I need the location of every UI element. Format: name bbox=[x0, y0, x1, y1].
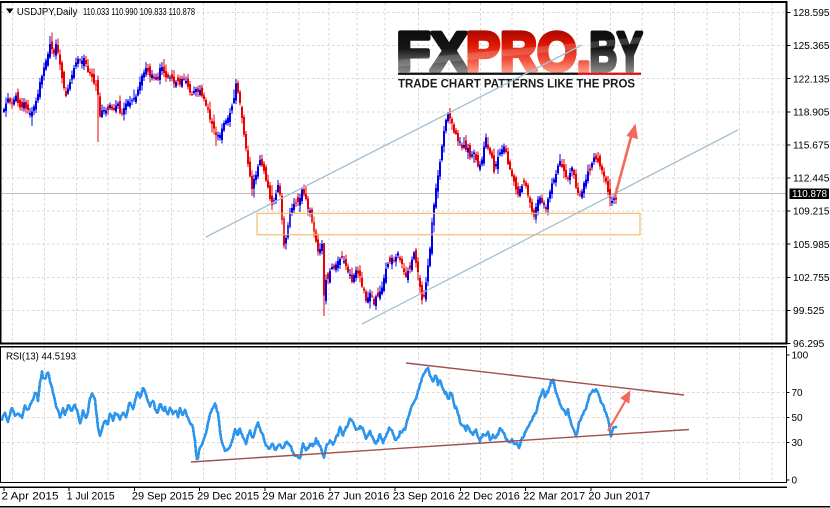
svg-text:122.135: 122.135 bbox=[793, 74, 830, 85]
svg-text:50: 50 bbox=[792, 413, 804, 424]
svg-text:RSI(13) 44.5193: RSI(13) 44.5193 bbox=[6, 351, 76, 362]
svg-text:125.365: 125.365 bbox=[793, 41, 830, 52]
svg-text:2 Apr 2015: 2 Apr 2015 bbox=[2, 491, 59, 503]
svg-text:128.595: 128.595 bbox=[793, 8, 830, 19]
svg-text:27 Jun 2016: 27 Jun 2016 bbox=[328, 491, 390, 503]
svg-text:1 Jul 2015: 1 Jul 2015 bbox=[67, 491, 115, 503]
svg-text:118.905: 118.905 bbox=[793, 107, 830, 118]
svg-text:102.755: 102.755 bbox=[793, 273, 830, 284]
svg-text:29 Mar 2016: 29 Mar 2016 bbox=[262, 491, 324, 503]
svg-text:23 Sep 2016: 23 Sep 2016 bbox=[393, 491, 455, 503]
svg-text:109.215: 109.215 bbox=[793, 207, 830, 218]
svg-text:29 Dec 2015: 29 Dec 2015 bbox=[197, 491, 259, 503]
svg-text:22 Mar 2017: 22 Mar 2017 bbox=[523, 491, 585, 503]
svg-text:USDJPY,Daily: USDJPY,Daily bbox=[17, 7, 78, 18]
svg-text:22 Dec 2016: 22 Dec 2016 bbox=[458, 491, 520, 503]
svg-text:110.878: 110.878 bbox=[792, 189, 827, 200]
svg-text:112.445: 112.445 bbox=[793, 174, 830, 185]
svg-text:96.295: 96.295 bbox=[793, 339, 825, 350]
svg-text:100: 100 bbox=[792, 350, 809, 361]
svg-text:99.525: 99.525 bbox=[793, 306, 825, 317]
svg-text:20 Jun 2017: 20 Jun 2017 bbox=[588, 491, 650, 503]
svg-text:105.985: 105.985 bbox=[793, 240, 830, 251]
svg-text:0: 0 bbox=[792, 476, 798, 487]
svg-text:29 Sep 2015: 29 Sep 2015 bbox=[132, 491, 194, 503]
svg-text:110.033 110.990 109.833 110.87: 110.033 110.990 109.833 110.878 bbox=[83, 7, 195, 18]
svg-text:TRADE CHART PATTERNS LIKE THE: TRADE CHART PATTERNS LIKE THE PROS bbox=[398, 77, 635, 91]
svg-text:70: 70 bbox=[792, 388, 804, 399]
svg-text:115.675: 115.675 bbox=[793, 141, 830, 152]
svg-text:30: 30 bbox=[792, 438, 804, 449]
